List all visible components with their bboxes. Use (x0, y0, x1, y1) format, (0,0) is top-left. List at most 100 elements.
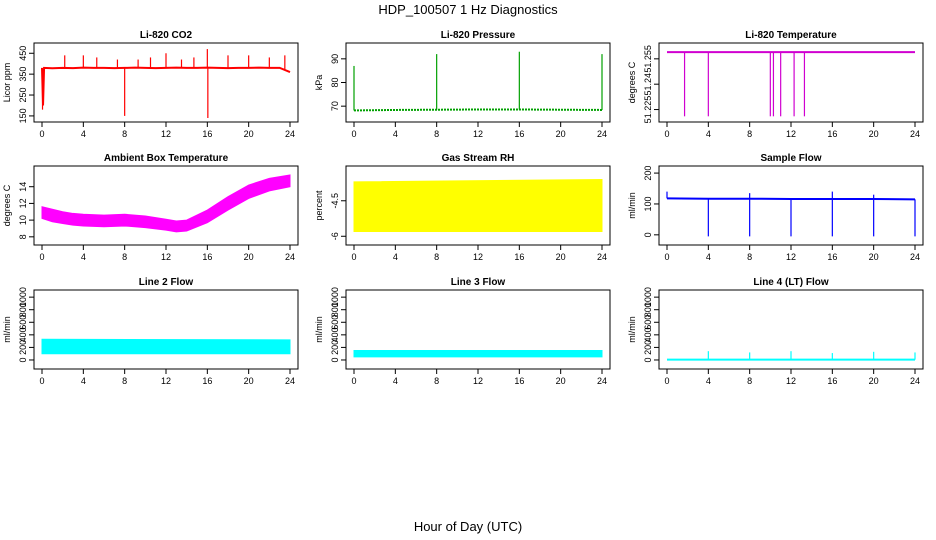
chart-title: Li-820 CO2 (140, 30, 193, 41)
x-tick-label: 24 (285, 129, 295, 139)
y-tick-label: 0 (330, 357, 340, 362)
x-tick-label: 24 (285, 376, 295, 386)
y-tick-label: 0 (18, 357, 28, 362)
x-tick-label: 4 (393, 376, 398, 386)
chart-title: Li-820 Pressure (441, 30, 516, 41)
x-tick-label: 8 (434, 376, 439, 386)
x-tick-label: 16 (202, 376, 212, 386)
y-tick-label: 51.225 (643, 96, 653, 124)
y-axis-label: degrees C (2, 184, 12, 226)
x-tick-label: 20 (244, 252, 254, 262)
x-tick-label: 20 (556, 376, 566, 386)
plot-frame (33, 289, 299, 370)
x-tick-label: 16 (514, 376, 524, 386)
chart-panel-1: Li-820 Pressure 0 4 8 12 16 20 24 70 80 90 kPa (314, 30, 611, 139)
y-tick-label: 200 (330, 340, 340, 355)
y-tick-label: 10 (18, 215, 28, 225)
x-tick-label: 20 (869, 129, 879, 139)
y-tick-label: 400 (18, 327, 28, 342)
y-tick-label: -6 (330, 232, 340, 240)
chart-panel-4: Gas Stream RH 0 4 8 12 16 20 24 -6 -4.5 percent (314, 153, 611, 262)
y-tick-label: 200 (643, 166, 653, 181)
chart-panel-2: Li-820 Temperature 0 4 8 12 16 20 24 51.22551.24… (627, 30, 924, 139)
x-tick-label: 24 (597, 252, 607, 262)
x-tick-label: 0 (351, 376, 356, 386)
plot-frame (33, 165, 299, 246)
y-tick-label: 200 (18, 340, 28, 355)
y-tick-label: 1000 (18, 287, 28, 307)
x-tick-label: 16 (514, 252, 524, 262)
x-tick-label: 24 (285, 252, 295, 262)
y-axis-label: ml/min (2, 316, 12, 343)
x-tick-label: 8 (434, 252, 439, 262)
y-tick-label: 100 (643, 196, 653, 211)
x-tick-label: 4 (706, 129, 711, 139)
data-band (41, 338, 291, 355)
x-tick-label: 20 (556, 129, 566, 139)
x-tick-label: 16 (827, 376, 837, 386)
x-tick-label: 12 (786, 129, 796, 139)
y-tick-label: 150 (18, 108, 28, 123)
y-tick-label: 600 (18, 315, 28, 330)
chart-panel-8: Line 4 (LT) Flow 0 4 8 12 16 20 24 0 200400600800… (627, 277, 924, 386)
x-tick-label: 0 (351, 129, 356, 139)
x-tick-label: 8 (434, 129, 439, 139)
x-tick-label: 16 (827, 252, 837, 262)
y-axis-label: kPa (314, 75, 324, 91)
x-tick-label: 0 (39, 376, 44, 386)
y-tick-label: 51.24 (643, 73, 653, 96)
x-tick-label: 12 (161, 129, 171, 139)
y-tick-label: 1000 (643, 287, 653, 307)
x-tick-label: 4 (81, 252, 86, 262)
x-tick-label: 0 (39, 252, 44, 262)
page-title: HDP_100507 1 Hz Diagnostics (378, 2, 558, 17)
y-tick-label: 70 (330, 101, 340, 111)
y-tick-label: 200 (643, 340, 653, 355)
y-tick-label: 350 (18, 67, 28, 82)
x-tick-label: 4 (706, 376, 711, 386)
x-tick-label: 4 (393, 129, 398, 139)
x-tick-label: 12 (473, 376, 483, 386)
chart-title: Line 3 Flow (451, 277, 506, 288)
x-tick-label: 20 (244, 129, 254, 139)
y-tick-label: 0 (643, 357, 653, 362)
x-tick-label: 16 (202, 252, 212, 262)
y-tick-label: 800 (643, 302, 653, 317)
x-tick-label: 12 (786, 252, 796, 262)
data-band (353, 350, 603, 358)
x-tick-label: 4 (393, 252, 398, 262)
y-tick-label: -4.5 (330, 193, 340, 209)
x-tick-label: 4 (706, 252, 711, 262)
data-band (41, 174, 291, 233)
x-axis-label: Hour of Day (UTC) (413, 519, 523, 534)
y-tick-label: 600 (643, 315, 653, 330)
y-tick-label: 400 (643, 327, 653, 342)
y-axis-label: percent (314, 190, 324, 221)
x-tick-label: 20 (869, 376, 879, 386)
y-axis-label: degrees C (627, 61, 637, 103)
chart-title: Gas Stream RH (442, 153, 515, 164)
x-tick-label: 24 (597, 129, 607, 139)
data-band (353, 178, 603, 233)
y-tick-label: 600 (330, 315, 340, 330)
x-tick-label: 12 (786, 376, 796, 386)
chart-title: Ambient Box Temperature (104, 153, 229, 164)
x-tick-label: 0 (664, 252, 669, 262)
x-tick-label: 16 (514, 129, 524, 139)
x-tick-label: 12 (473, 252, 483, 262)
y-tick-label: 12 (18, 198, 28, 208)
y-tick-label: 51.255 (643, 45, 653, 73)
plot-frame (658, 42, 924, 123)
y-tick-label: 400 (330, 327, 340, 342)
y-tick-label: 0 (643, 232, 653, 237)
y-tick-label: 800 (330, 302, 340, 317)
chart-title: Sample Flow (760, 153, 821, 164)
x-tick-label: 20 (244, 376, 254, 386)
y-tick-label: 250 (18, 88, 28, 103)
x-tick-label: 4 (81, 129, 86, 139)
y-tick-label: 14 (18, 182, 28, 192)
x-tick-label: 8 (122, 376, 127, 386)
x-tick-label: 0 (351, 252, 356, 262)
